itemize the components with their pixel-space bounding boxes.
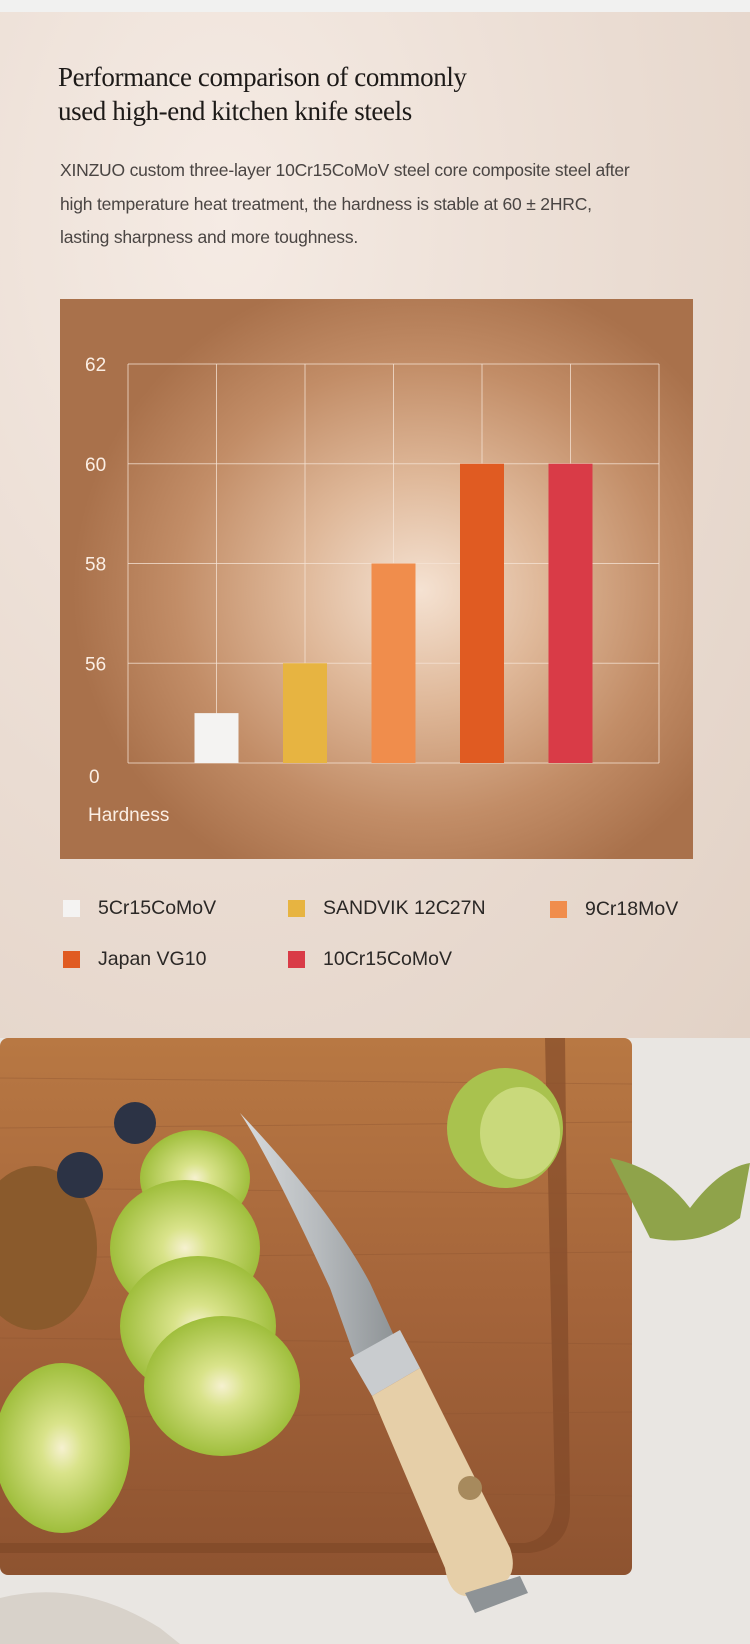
legend-swatch [288, 900, 305, 917]
y-tick-label: 58 [85, 555, 106, 576]
y-axis-label: Hardness [88, 805, 169, 826]
hardness-chart: 0 56 58 60 62 Hardness [60, 299, 693, 859]
kiwi-slice [144, 1316, 300, 1456]
title-line: Performance comparison of commonly [58, 62, 467, 92]
bar-10cr15comov [548, 463, 593, 763]
y-tick-label: 60 [85, 455, 106, 476]
legend-label: SANDVIK 12C27N [323, 897, 486, 919]
y-tick-label: 0 [89, 767, 100, 788]
legend-swatch [550, 901, 567, 918]
handle-rivet [458, 1476, 482, 1500]
bar-japan-vg10 [460, 463, 504, 763]
legend-swatch [288, 951, 305, 968]
blueberry [114, 1102, 156, 1144]
legend-label: 10Cr15CoMoV [323, 948, 452, 970]
description-line: lasting sharpness and more toughness. [60, 227, 359, 247]
description-line: high temperature heat treatment, the har… [60, 193, 592, 214]
knife-blade [240, 1113, 395, 1358]
page-title: Performance comparison of commonly used … [58, 60, 658, 128]
bar-5cr15comov [194, 713, 239, 763]
legend-item: 10Cr15CoMoV [288, 948, 452, 971]
knife-butt [465, 1576, 528, 1613]
legend-label: Japan VG10 [98, 948, 207, 970]
product-photo [0, 1038, 750, 1644]
legend-label: 5Cr15CoMoV [98, 897, 217, 919]
knife-handle [372, 1368, 513, 1597]
blueberry [57, 1152, 103, 1198]
bar-9cr18mov [371, 563, 416, 763]
legend-swatch [63, 951, 80, 968]
kiwi-peel-strip [610, 1158, 750, 1241]
knife-bolster [350, 1330, 420, 1396]
y-tick-label: 56 [85, 654, 106, 675]
legend-swatch [63, 900, 80, 917]
title-line: used high-end kitchen knife steels [58, 96, 412, 126]
chart-svg: 0 56 58 60 62 Hardness [85, 355, 660, 826]
description-line: XINZUO custom three-layer 10Cr15CoMoV st… [60, 160, 630, 180]
y-tick-label: 62 [85, 355, 106, 376]
cloth [0, 1592, 180, 1644]
description: XINZUO custom three-layer 10Cr15CoMoV st… [60, 154, 710, 255]
legend-item: SANDVIK 12C27N [288, 897, 486, 920]
top-strip [0, 0, 750, 12]
bar-sandvik-12c27n [283, 663, 327, 763]
legend-item: 9Cr18MoV [550, 898, 678, 921]
kiwi-slice [0, 1363, 130, 1533]
legend-item: Japan VG10 [63, 948, 206, 971]
legend-item: 5Cr15CoMoV [63, 897, 216, 920]
kiwi-whole [0, 1166, 97, 1330]
legend-label: 9Cr18MoV [585, 898, 679, 920]
